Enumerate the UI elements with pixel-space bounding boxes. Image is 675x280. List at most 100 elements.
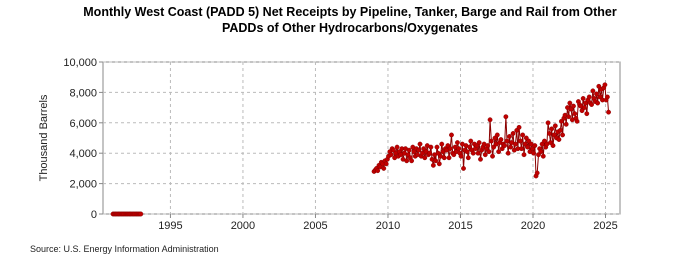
data-point <box>507 134 512 139</box>
y-tick-label: 6,000 <box>69 118 97 130</box>
data-point <box>557 127 563 133</box>
data-point <box>552 123 558 129</box>
data-point <box>505 150 511 156</box>
data-point <box>525 144 531 150</box>
data-point <box>490 153 495 159</box>
data-point <box>449 132 454 138</box>
y-tick-label: 8,000 <box>69 87 97 99</box>
data-point <box>532 143 538 149</box>
data-point <box>464 149 470 155</box>
data-point <box>439 141 445 147</box>
data-point <box>560 132 565 138</box>
data-point <box>470 150 476 156</box>
data-point <box>584 111 590 117</box>
data-point <box>436 161 442 167</box>
x-tick-label: 2020 <box>521 220 545 232</box>
chart-title: Monthly West Coast (PADD 5) Net Receipts… <box>83 5 617 19</box>
data-point <box>550 143 556 149</box>
data-point <box>549 126 555 132</box>
data-point <box>563 121 569 127</box>
data-point <box>138 211 144 217</box>
data-point <box>566 114 572 120</box>
y-axis-label: Thousand Barrels <box>38 94 50 181</box>
data-point <box>441 155 447 161</box>
data-point <box>516 124 522 130</box>
data-point <box>388 152 394 158</box>
data-point <box>586 94 592 100</box>
y-tick-label: 4,000 <box>69 148 97 160</box>
data-point <box>520 132 526 138</box>
data-point <box>606 109 611 115</box>
data-point <box>455 140 460 145</box>
data-point <box>540 153 546 159</box>
data-point <box>546 131 552 136</box>
data-point <box>504 138 510 144</box>
y-tick-label: 10,000 <box>63 57 97 69</box>
data-point <box>580 96 586 101</box>
data-point <box>381 165 387 171</box>
data-point <box>571 103 576 109</box>
data-point <box>446 155 452 161</box>
data-point <box>468 138 474 144</box>
data-point <box>531 150 536 156</box>
data-point <box>502 143 507 149</box>
data-point <box>485 143 491 149</box>
data-point <box>461 165 466 171</box>
data-point <box>513 141 518 147</box>
data-point <box>556 137 562 142</box>
data-point <box>422 155 428 161</box>
y-tick-label: 0 <box>91 209 97 221</box>
data-point <box>538 149 544 155</box>
data-point <box>375 168 381 174</box>
data-point <box>581 105 587 111</box>
data-point <box>486 149 492 155</box>
data-point <box>572 111 578 117</box>
data-point <box>567 100 573 106</box>
data-point <box>594 91 599 97</box>
x-tick-label: 1995 <box>158 220 182 232</box>
data-point <box>458 153 464 159</box>
data-point <box>545 120 551 126</box>
data-point <box>510 131 516 136</box>
data-point <box>496 149 502 155</box>
x-tick-label: 2000 <box>231 220 255 232</box>
data-point <box>494 132 500 138</box>
data-point <box>427 150 433 156</box>
x-tick-label: 2005 <box>303 220 327 232</box>
chart-title: PADDs of Other Hydrocarbons/Oxygenates <box>222 21 478 35</box>
data-point <box>574 118 580 124</box>
plot-frame <box>102 61 621 215</box>
data-point <box>416 147 422 153</box>
data-point <box>404 158 410 164</box>
y-tick-label: 2,000 <box>69 179 97 191</box>
source: Source: U.S. Energy Information Administ… <box>30 244 219 254</box>
data-point <box>508 144 514 150</box>
x-tick-label: 2010 <box>376 220 400 232</box>
data-point <box>478 156 483 162</box>
data-point <box>406 147 412 153</box>
data-point <box>590 88 596 94</box>
data-point <box>475 150 481 156</box>
data-point <box>498 137 504 142</box>
data-point <box>447 146 453 152</box>
data-point <box>534 170 540 176</box>
data-point <box>521 152 527 158</box>
data-point <box>417 141 423 147</box>
data-point <box>383 161 389 167</box>
data-point <box>434 144 440 150</box>
data-point <box>517 138 523 144</box>
data-point <box>482 152 488 158</box>
data-point <box>394 144 400 150</box>
data-point <box>465 155 471 161</box>
data-point <box>433 158 439 164</box>
data-point <box>476 140 482 145</box>
data-point <box>589 102 594 107</box>
data-point <box>602 82 608 88</box>
data-point <box>409 158 415 164</box>
x-tick-label: 2025 <box>593 220 617 232</box>
data-point <box>519 146 524 152</box>
data-point <box>488 138 494 144</box>
data-point <box>604 94 610 100</box>
data-point <box>430 162 436 168</box>
